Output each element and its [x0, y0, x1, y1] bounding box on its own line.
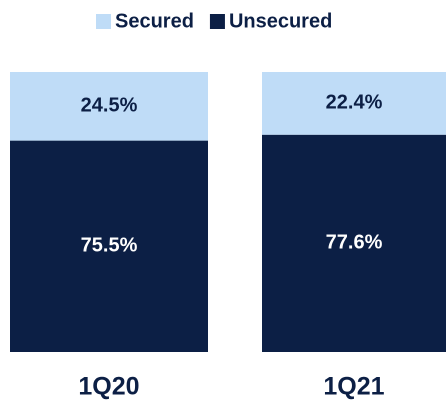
bar-segment: [262, 72, 446, 135]
bar-segment: [262, 134, 446, 352]
data-label: 22.4%: [326, 92, 383, 114]
x-tick-label: 1Q20: [78, 373, 139, 400]
legend-label: Unsecured: [229, 10, 332, 32]
bar-segment: [10, 72, 208, 141]
data-label: 77.6%: [326, 232, 383, 254]
bar-segment: [10, 140, 208, 352]
data-label: 24.5%: [81, 95, 138, 117]
data-label: 75.5%: [81, 235, 138, 257]
x-tick-label: 1Q21: [323, 373, 384, 400]
legend-swatch: [209, 14, 225, 29]
legend-swatch: [96, 14, 111, 29]
legend-label: Secured: [115, 10, 194, 32]
